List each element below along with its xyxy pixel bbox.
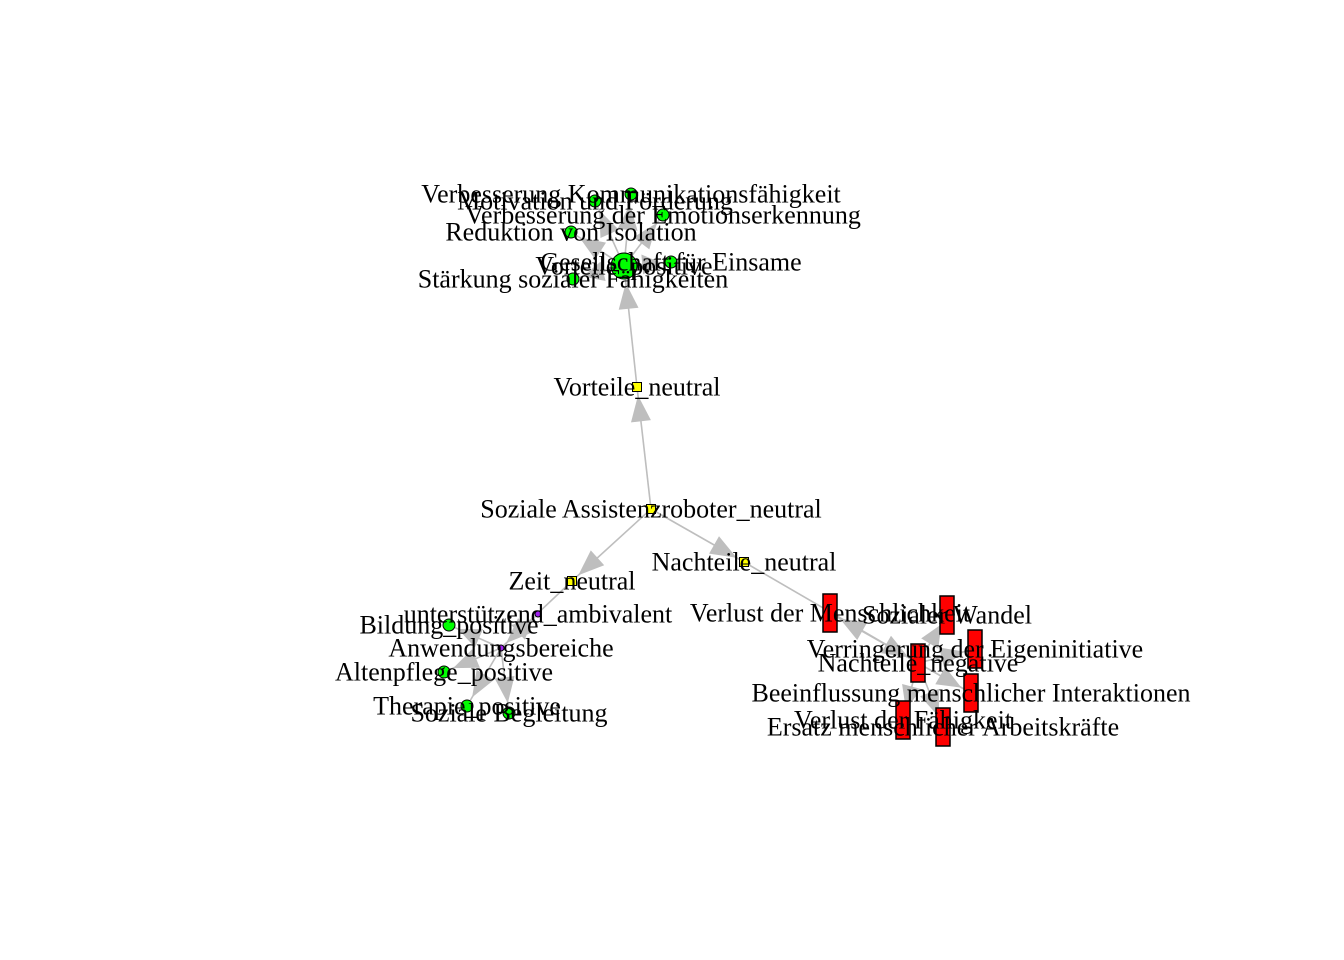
node-sozialer-wandel <box>939 595 955 635</box>
node-vorteile-neutral <box>632 382 642 392</box>
node-label-gesellschaft-fuer-einsame: Gesellschaft für Einsame <box>540 248 801 277</box>
node-verringerung-eigeninitiative <box>967 629 983 669</box>
arrowhead-reduktion-von-isolation <box>579 237 606 260</box>
node-verlust-der-menschlichkeit <box>822 593 838 633</box>
node-label-altenpflege-positive: Altenpflege_positive <box>335 658 553 687</box>
node-label-motivation-und-foerderung: Motivation und Förderung <box>457 187 733 216</box>
arrowhead-soziale-begleitung <box>494 676 515 704</box>
arrowhead-zeit-neutral <box>578 550 605 576</box>
node-label-bildung-positive: Bildung_positive <box>359 611 538 640</box>
node-label-anwendungsbereiche: Anwendungsbereiche <box>388 634 613 663</box>
arrowhead-sozialer-wandel <box>921 624 942 649</box>
node-nachteile-negative <box>910 643 926 683</box>
node-ersatz-arbeitskraefte <box>935 707 951 747</box>
node-label-soziale-begleitung: Soziale Begleitung <box>410 699 607 728</box>
arrowhead-verlust-der-menschlichkeit <box>839 618 868 640</box>
arrowhead-nachteile-neutral <box>709 536 737 558</box>
node-verlust-der-faehigkeit <box>895 700 911 740</box>
node-beeinflussung-interaktionen <box>963 673 979 713</box>
arrowhead-motivation-und-foerderung <box>599 210 619 238</box>
arrowhead-verbesserung-kommunikationsfaehigkeit <box>617 204 638 231</box>
node-label-verbesserung-emotionserkennung: Verbesserung der Emotionserkennung <box>465 201 861 230</box>
node-label-unterstuetzend-ambivalent: unterstützend_ambivalent <box>404 600 673 629</box>
node-label-verbesserung-kommunikationsfaehigkeit: Verbesserung Kommunikationsfähigkeit <box>421 180 841 209</box>
node-label-ersatz-arbeitskraefte: Ersatz menschlicher Arbeitskräfte <box>767 713 1119 742</box>
node-anwendungsbereiche <box>497 644 505 652</box>
labels-layer: Soziale Assistenzroboter_neutral Vorteile… <box>335 180 1191 742</box>
node-label-vorteile-neutral: Vorteile_neutral <box>553 373 720 402</box>
arrowhead-altenpflege-positive <box>453 649 480 669</box>
arrowhead-vorteile-positive <box>618 282 639 310</box>
arrowhead-verbesserung-emotionserkennung <box>633 222 657 250</box>
arrowhead-beeinflussung-interaktionen <box>935 666 962 688</box>
node-unterstuetzend-ambivalent <box>534 610 542 618</box>
node-label-staerkung-sozialer-faehigkeiten: Stärkung sozialer Fähigkeiten <box>418 265 728 294</box>
node-label-verlust-der-faehigkeit: Verlust der Fähigkeit <box>794 706 1013 735</box>
node-vorteile-positive <box>610 252 638 280</box>
node-label-sozialer-wandel: Sozialer Wandel <box>862 601 1032 630</box>
arrowhead-ersatz-arbeitskraefte <box>920 688 939 717</box>
node-label-soziale-assistenzroboter-neutral: Soziale Assistenzroboter_neutral <box>480 495 822 524</box>
node-label-beeinflussung-interaktionen: Beeinflussung menschlicher Interaktionen <box>752 679 1191 708</box>
node-therapie-positive <box>460 699 474 713</box>
arrowhead-verringerung-eigeninitiative <box>939 647 965 667</box>
node-label-nachteile-negative: Nachteile_negative <box>818 649 1019 678</box>
node-nachteile-neutral <box>739 557 749 567</box>
node-label-nachteile-neutral: Nachteile_neutral <box>652 548 837 577</box>
nodes-layer <box>437 187 983 747</box>
arrowhead-nachteile-negative <box>881 635 909 658</box>
arrowhead-gesellschaft-fuer-einsame <box>641 254 661 275</box>
node-label-verlust-der-menschlichkeit: Verlust der Menschlichkeit <box>690 599 971 628</box>
arrowhead-unterstuetzend-ambivalent <box>511 618 533 640</box>
node-label-therapie-positive: Therapie_positive <box>373 692 561 721</box>
node-verbesserung-kommunikationsfaehigkeit <box>624 187 638 201</box>
node-label-verringerung-eigeninitiative: Verringerung der Eigeninitiative <box>807 635 1143 664</box>
node-reduktion-von-isolation <box>564 225 578 239</box>
node-label-zeit-neutral: Zeit_neutral <box>508 567 635 596</box>
arrowhead-therapie-positive <box>472 669 494 698</box>
arrowhead-vorteile-neutral <box>631 395 651 423</box>
node-soziale-begleitung <box>502 706 516 720</box>
node-motivation-und-foerderung <box>588 194 602 208</box>
node-soziale-assistenzroboter-neutral <box>646 504 656 514</box>
node-gesellschaft-fuer-einsame <box>664 255 678 269</box>
node-altenpflege-positive <box>437 665 451 679</box>
node-verbesserung-emotionserkennung <box>656 208 670 222</box>
arrowhead-bildung-positive <box>458 629 483 648</box>
node-zeit-neutral <box>567 576 577 586</box>
node-staerkung-sozialer-faehigkeiten <box>566 272 580 286</box>
node-label-reduktion-von-isolation: Reduktion von Isolation <box>445 218 696 247</box>
arrowhead-staerkung-sozialer-faehigkeiten <box>582 261 606 281</box>
node-bildung-positive <box>442 618 456 632</box>
node-label-vorteile-positive: Vorteile_positive <box>535 252 712 281</box>
